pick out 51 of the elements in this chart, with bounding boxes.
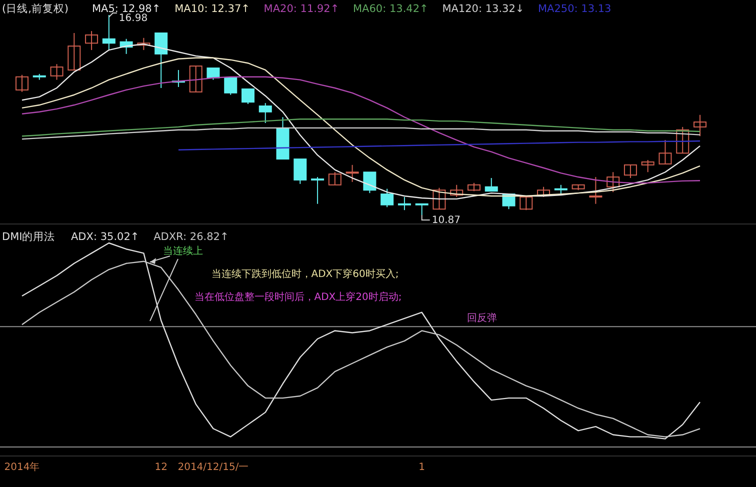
candlestick (589, 176, 602, 204)
candlestick (189, 66, 202, 92)
series-label: ADX: 35.02↑ (71, 231, 140, 243)
text: MA5: 12.98↑ (92, 3, 161, 15)
candlestick (658, 140, 672, 164)
candlestick (311, 176, 324, 204)
candlestick (16, 74, 28, 92)
candlestick (380, 188, 394, 208)
candlestick (258, 102, 272, 124)
x-tick-label: 2014年 (4, 461, 40, 473)
candlestick (624, 164, 637, 179)
candlestick (363, 172, 376, 194)
candlestick (346, 164, 359, 182)
series-label: ADXR: 26.82↑ (154, 231, 229, 243)
candlestick (450, 184, 464, 198)
candlestick (641, 160, 654, 173)
candlestick (206, 68, 220, 80)
candlestick (242, 88, 254, 105)
x-tick-label: 12 (154, 462, 168, 473)
candlestick (294, 158, 307, 184)
annotation: 10.87 (432, 215, 460, 226)
candlestick (432, 187, 446, 210)
candlestick (606, 172, 620, 193)
candlestick (50, 64, 64, 80)
candlestick (398, 196, 411, 211)
candlestick (328, 172, 342, 186)
text: MA20: 11.92↑ (264, 3, 340, 15)
candlestick (520, 196, 533, 211)
candlestick (137, 37, 150, 51)
text: MA120: 13.32↓ (442, 3, 524, 15)
x-tick-label: 2014/12/15/一 (178, 462, 249, 473)
chart-title: (日线,前复权) (2, 2, 69, 15)
text: MA10: 12.37↑ (174, 3, 250, 15)
x-tick-label: 1 (418, 462, 426, 473)
candlestick (554, 184, 568, 195)
chart-title: DMI的用法 (2, 230, 56, 243)
candlestick (484, 178, 498, 192)
candlestick (415, 203, 428, 216)
candlestick (694, 114, 706, 137)
candlestick (68, 32, 81, 70)
candlestick (85, 30, 98, 51)
candlestick (676, 126, 690, 154)
annotation: 16.98 (118, 13, 148, 24)
annotation: 当在低位盘整一段时间后，ADX上穿20时启动; (194, 291, 402, 303)
annotation: 当连续下跌到低位时，ADX下穿60时买入; (211, 268, 399, 280)
text: MA250: 13.13 (538, 3, 612, 15)
annotation: 当连续上 (163, 245, 203, 257)
annotation: 回反弹 (467, 312, 497, 324)
candlestick (224, 77, 238, 96)
candlestick (154, 32, 168, 88)
text: MA60: 13.42↑ (353, 3, 428, 15)
